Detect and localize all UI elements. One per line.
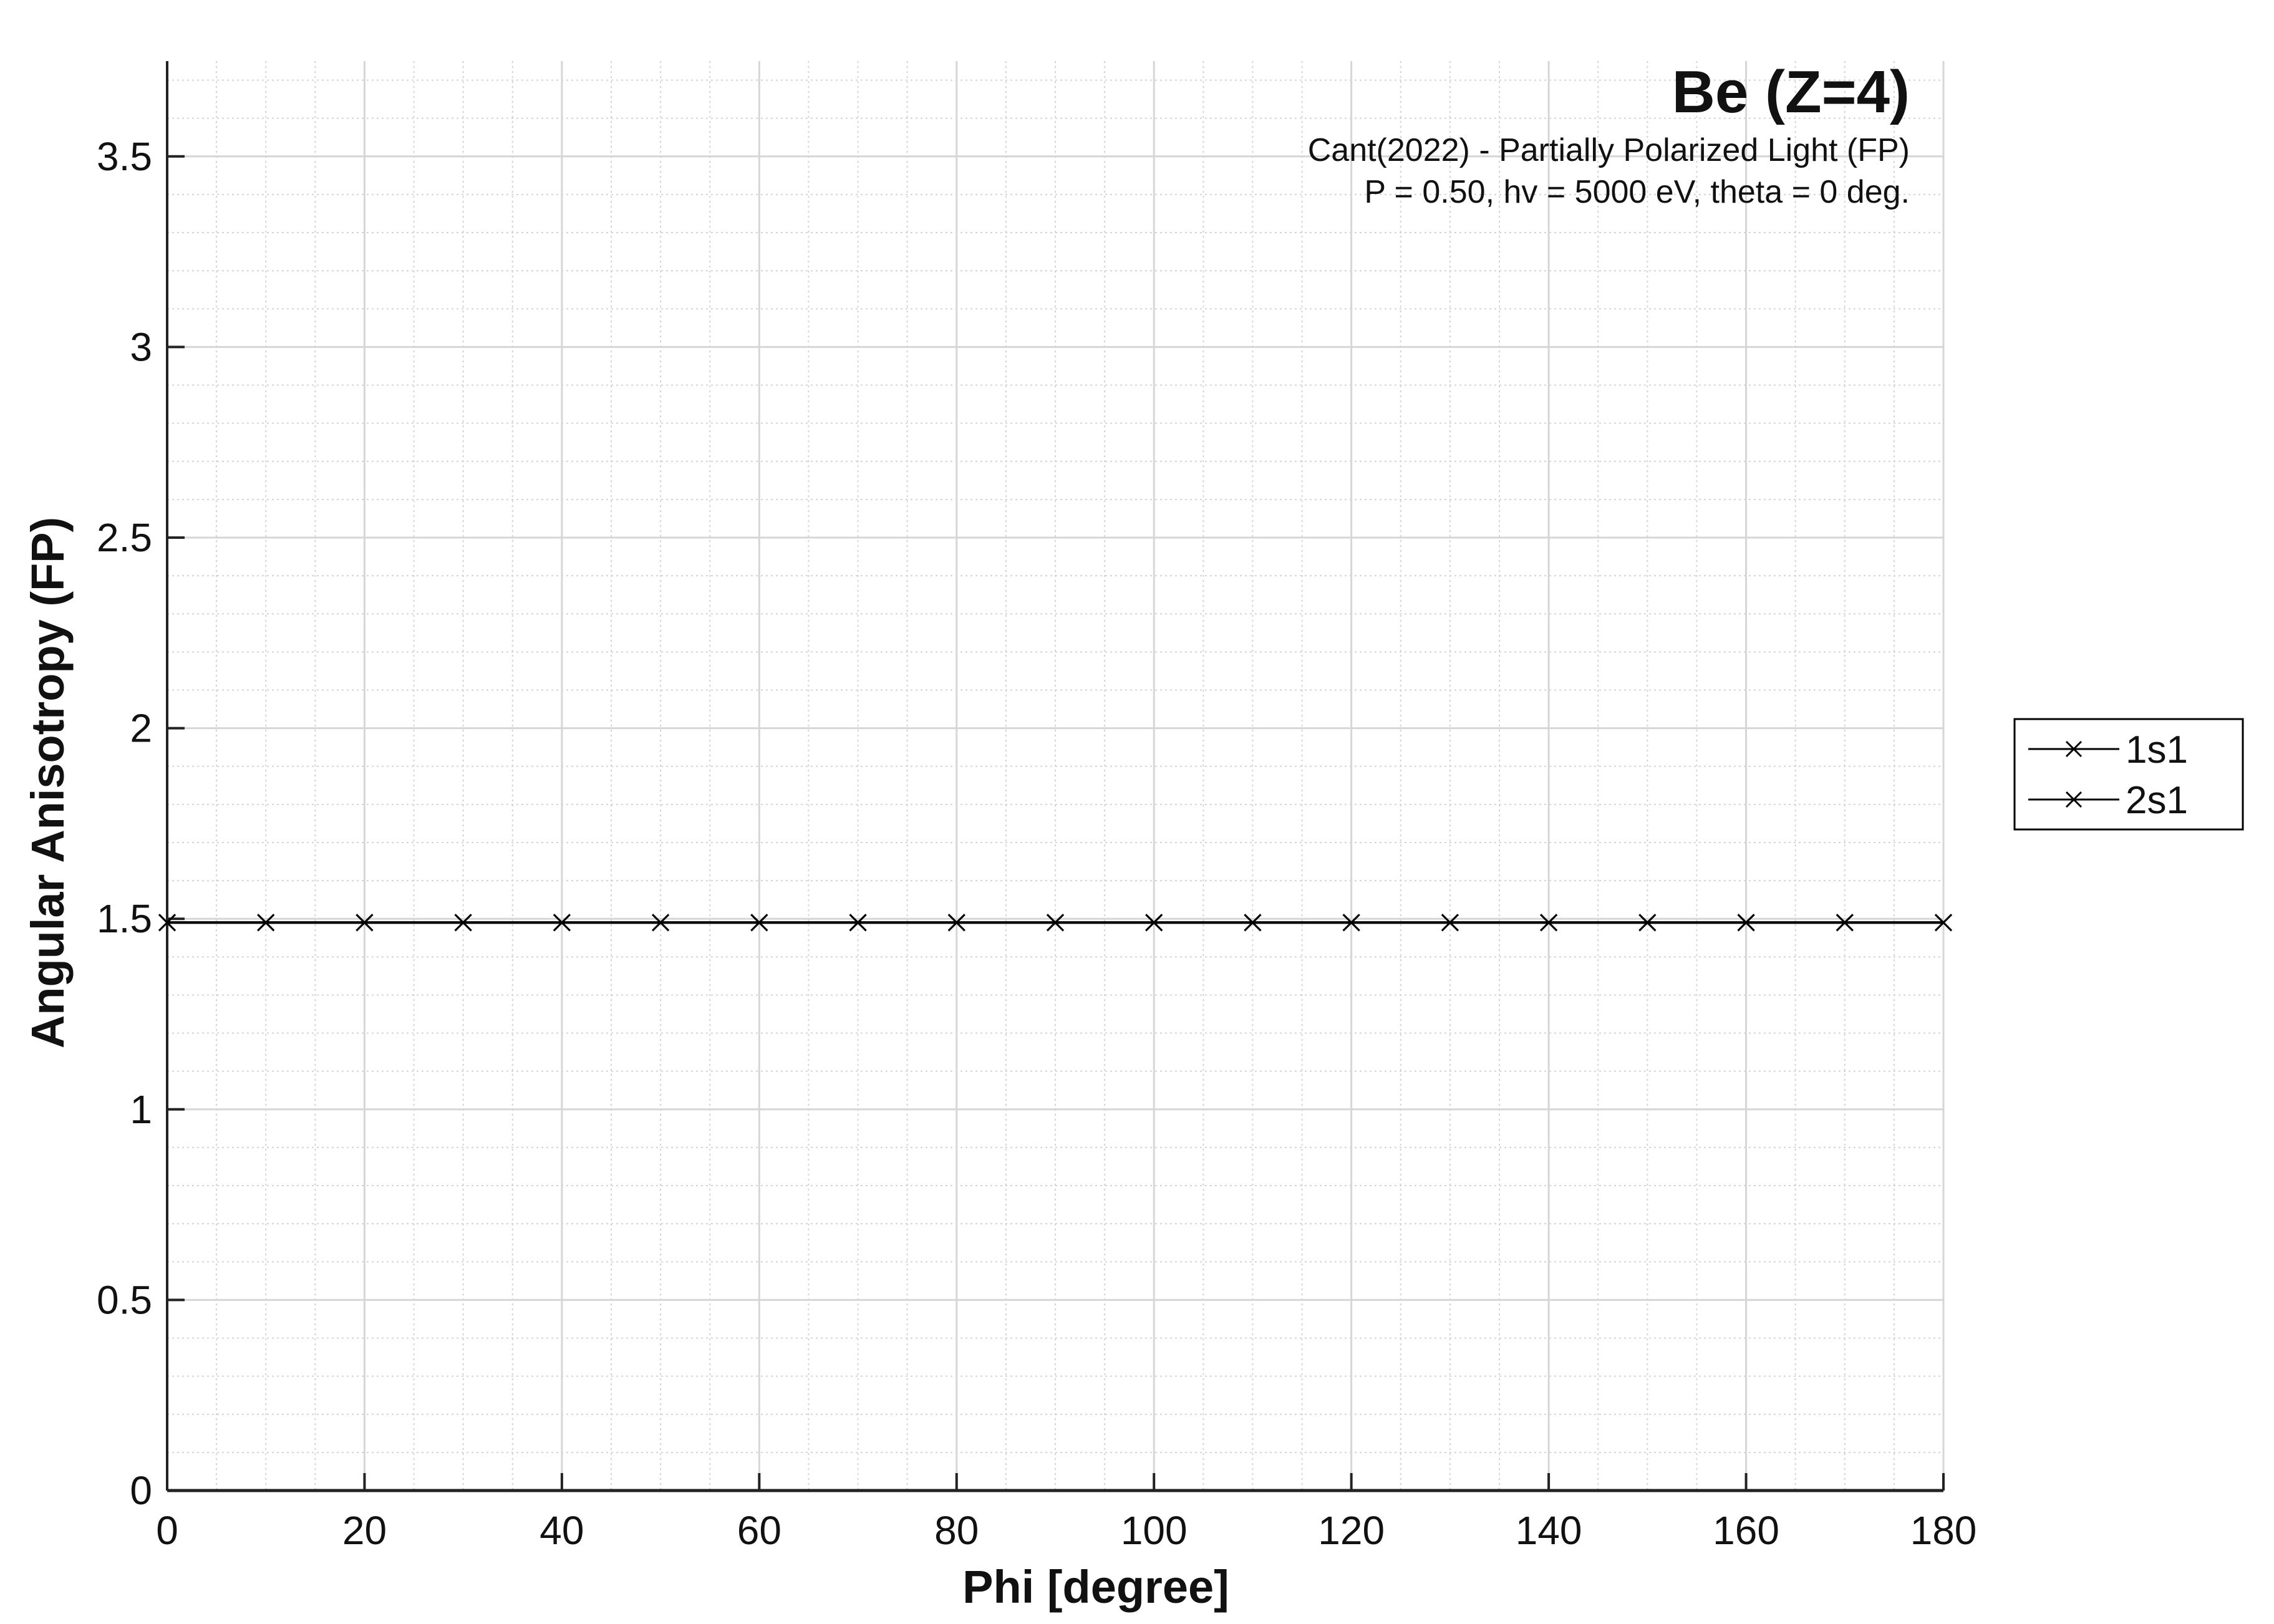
y-tick-label: 2.5 [97,515,152,560]
data-point-2s1 [1934,914,1953,932]
x-tick-label: 140 [1516,1508,1582,1553]
legend-entry-2s1: 2s1 [2028,779,2188,822]
x-axis-title: Phi [degree] [962,1561,1229,1613]
data-point-2s1 [1540,914,1558,932]
x-tick-label: 20 [342,1508,387,1553]
data-point-2s1 [750,914,768,932]
legend-entry-1s1: 1s1 [2028,728,2188,771]
y-tick-label: 0.5 [97,1277,152,1322]
data-point-2s1 [1342,914,1360,932]
legend-marker-2s1 [2065,791,2083,808]
data-point-2s1 [257,914,275,932]
x-tick-label: 60 [737,1508,781,1553]
data-point-2s1 [1441,914,1459,932]
x-tick-label: 100 [1121,1508,1188,1553]
data-point-2s1 [356,914,374,932]
series-layer [158,914,1953,932]
legend-box [2013,718,2244,831]
y-tick-label: 0 [130,1468,152,1513]
x-tick-label: 180 [1910,1508,1977,1553]
data-point-2s1 [1737,914,1755,932]
data-point-2s1 [1046,914,1065,932]
x-tick-label: 80 [934,1508,979,1553]
minor-grid [167,61,1943,1491]
x-tick-label: 120 [1318,1508,1385,1553]
y-axis-title: Angular Anisotropy (FP) [22,517,74,1048]
data-point-2s1 [553,914,571,932]
legend-label-2s1: 2s1 [2126,779,2188,822]
major-grid [167,61,1945,1491]
legend-marker-1s1 [2065,740,2083,758]
data-point-2s1 [1836,914,1854,932]
y-tick-label: 2 [130,706,152,751]
y-tick-label: 1.5 [97,896,152,941]
chart-subtitle-line-1: Cant(2022) - Partially Polarized Light (… [1308,132,1910,168]
data-point-2s1 [1145,914,1163,932]
y-tick-label: 3.5 [97,134,152,179]
data-point-2s1 [1638,914,1657,932]
data-point-2s1 [454,914,472,932]
chart-subtitle-line-2: P = 0.50, hv = 5000 eV, theta = 0 deg. [1364,174,1910,210]
data-point-2s1 [1244,914,1262,932]
x-tick-label: 0 [156,1508,178,1553]
y-tick-label: 1 [130,1087,152,1132]
x-tick-label: 160 [1713,1508,1779,1553]
data-point-2s1 [652,914,670,932]
data-point-2s1 [947,914,965,932]
legend-label-1s1: 1s1 [2126,728,2188,771]
y-tick-label: 3 [130,324,152,369]
x-tick-label: 40 [539,1508,584,1553]
legend: 1s1 2s1 [2013,718,2244,831]
chart-title: Be (Z=4) [1672,59,1910,125]
data-point-2s1 [158,914,177,932]
axes: 0 20 40 60 80 100 120 140 160 180 0 0.5 1 1.5 2 2.5 3 3.5 [97,61,1976,1553]
data-point-2s1 [849,914,867,932]
